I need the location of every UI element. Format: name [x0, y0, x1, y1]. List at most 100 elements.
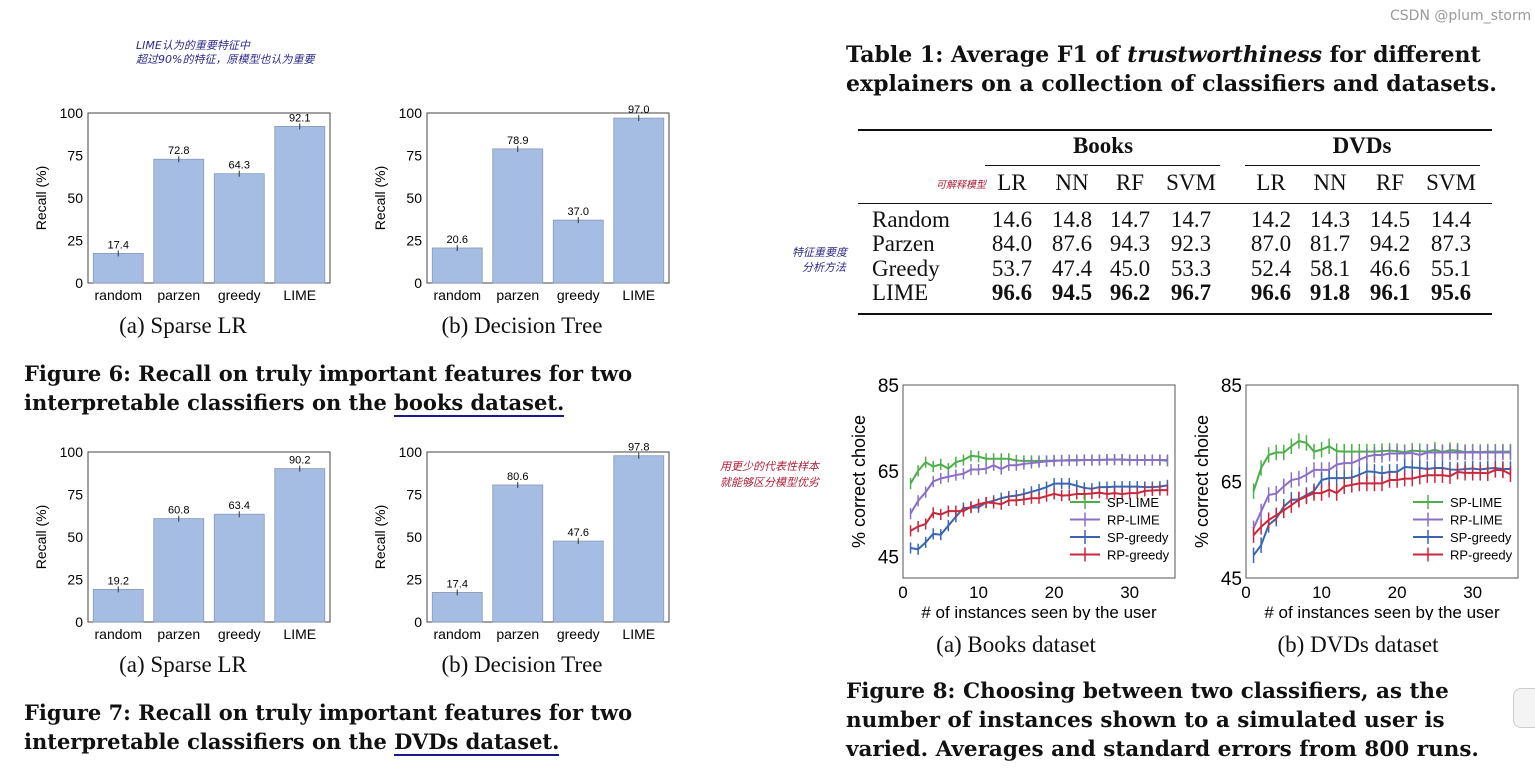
bar [274, 126, 326, 284]
handwritten-note: 特征重要度 [792, 246, 847, 259]
table-cell: 14.7 [1109, 207, 1151, 232]
table-cell: 47.4 [1051, 256, 1093, 281]
caption-text: interpretable classifiers on the [24, 729, 395, 754]
y-tick-label: 25 [406, 233, 422, 249]
bar [613, 455, 665, 623]
table-cell: 45.0 [1109, 256, 1151, 281]
x-tick-label: 10 [1312, 583, 1331, 602]
x-tick-label: random [434, 287, 481, 303]
y-tick-label: 100 [399, 444, 423, 460]
bar [552, 219, 604, 284]
handwritten-note: 超过90%的特征，原模型也认为重要 [136, 53, 315, 66]
table-cell: 87.0 [1250, 231, 1292, 256]
bar-chart-fig7b: 0 25 50 75 100 Recall (%) 17.4 random 80.6 parzen… [372, 442, 670, 642]
data-label: 72.8 [168, 145, 189, 157]
x-tick-label: parzen [496, 626, 539, 642]
data-label: 60.8 [168, 505, 189, 517]
caption-text: Table 1: Average F1 of [846, 42, 1128, 68]
y-tick-label: 25 [67, 233, 83, 249]
legend-label: RP-LIME [1107, 513, 1160, 528]
bar [274, 468, 326, 623]
bar-chart-fig6b: 0 25 50 75 100 Recall (%) 20.6 random 78.9 parzen… [372, 104, 670, 303]
subfigure-label: (a) Books dataset [936, 632, 1096, 657]
data-label: 20.6 [447, 234, 468, 246]
x-tick-label: parzen [157, 626, 200, 642]
data-label: 47.6 [568, 527, 589, 539]
table-cell: 14.5 [1369, 207, 1411, 232]
column-header: LR [997, 170, 1027, 195]
table-cell: 94.5 [1051, 280, 1093, 305]
table-cell: 91.8 [1309, 280, 1351, 305]
legend-label: SP-greedy [1450, 530, 1512, 545]
table-cell: 53.3 [1170, 256, 1212, 281]
y-tick-label: 50 [406, 190, 422, 206]
group-rule [1245, 165, 1480, 166]
y-tick-label: 45 [878, 548, 899, 569]
figure6-caption: Figure 6: Recall on truly important feat… [24, 359, 632, 417]
x-tick-label: greedy [557, 626, 600, 642]
column-header: NN [1313, 170, 1347, 195]
row-label: Parzen [872, 231, 935, 256]
handwritten-note: 分析方法 [802, 261, 846, 274]
subfigure-label: (a) Sparse LR [119, 652, 247, 677]
caption-line: Table 1: Average F1 of trustworthiness f… [846, 41, 1497, 70]
y-tick-label: 0 [414, 275, 422, 291]
x-tick-label: 30 [1463, 583, 1482, 602]
x-tick-label: 20 [1045, 583, 1064, 602]
data-label: 92.1 [289, 112, 310, 124]
caption-line: number of instances shown to a simulated… [846, 708, 1445, 733]
data-label: 64.3 [229, 160, 250, 172]
caption-italic: trustworthiness [1127, 42, 1323, 68]
y-tick-label: 0 [75, 275, 83, 291]
x-axis-label: # of instances seen by the user [921, 603, 1157, 620]
caption-line: Figure 7: Recall on truly important feat… [24, 700, 633, 725]
y-tick-label: 50 [67, 190, 83, 206]
y-tick-label: 0 [414, 614, 422, 630]
y-tick-label: 0 [75, 614, 83, 630]
data-label: 90.2 [289, 455, 310, 467]
figure7-caption: Figure 7: Recall on truly important feat… [24, 698, 632, 756]
y-axis-label: Recall (%) [33, 166, 49, 231]
y-axis-label: Recall (%) [372, 505, 388, 570]
table-cell: 14.8 [1051, 207, 1093, 232]
legend-label: SP-LIME [1450, 495, 1502, 510]
y-axis-label: Recall (%) [372, 166, 388, 231]
handwritten-note: 就能够区分模型优劣 [720, 476, 819, 489]
group-header: DVDs [1332, 133, 1392, 158]
bar [92, 588, 144, 623]
handwritten-note: 用更少的代表性样本 [720, 460, 819, 473]
legend-label: SP-LIME [1107, 495, 1159, 510]
handwritten-note: LIME认为的重要特征中 [136, 39, 250, 52]
x-tick-label: random [434, 626, 481, 642]
table-cell: 96.6 [991, 280, 1033, 305]
x-tick-label: 0 [898, 583, 907, 602]
bar [213, 173, 265, 284]
caption-highlight: books dataset. [394, 390, 565, 417]
x-tick-label: LIME [622, 287, 655, 303]
legend-label: RP-greedy [1107, 548, 1170, 563]
table-cell: 14.3 [1309, 207, 1351, 232]
caption-line: interpretable classifiers on the books d… [24, 388, 632, 417]
y-axis-label: % correct choice [1192, 415, 1212, 548]
y-tick-label: 25 [406, 572, 422, 588]
table-cell: 96.6 [1250, 280, 1292, 305]
x-tick-label: LIME [283, 626, 316, 642]
table-cell: 84.0 [991, 231, 1033, 256]
bar [431, 247, 483, 284]
x-tick-label: LIME [283, 287, 316, 303]
row-label: LIME [872, 280, 929, 305]
side-panel-toggle[interactable] [1513, 688, 1535, 728]
table-cell: 14.2 [1250, 207, 1292, 232]
x-tick-label: 30 [1120, 583, 1139, 602]
y-tick-label: 45 [1221, 569, 1242, 590]
bar [492, 148, 544, 284]
y-tick-label: 50 [406, 529, 422, 545]
bar [153, 158, 205, 284]
x-tick-label: parzen [496, 287, 539, 303]
column-header: NN [1055, 170, 1089, 195]
y-tick-label: 65 [878, 462, 899, 483]
subfigure-label: (b) DVDs dataset [1277, 632, 1439, 657]
data-label: 97.0 [628, 104, 649, 116]
figure8-caption: Figure 8: Choosing between two classifie… [846, 677, 1479, 764]
table-cell: 52.4 [1250, 256, 1292, 281]
